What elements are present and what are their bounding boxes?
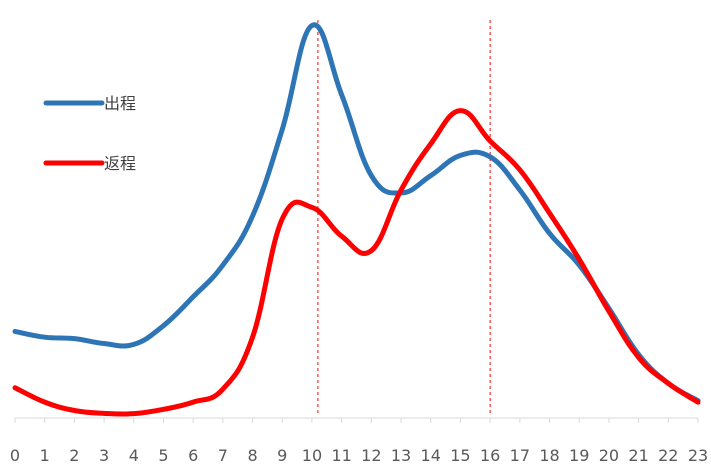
x-tick-label: 0 — [10, 446, 20, 465]
x-tick-label: 20 — [599, 446, 619, 465]
x-tick-label: 7 — [218, 446, 228, 465]
series-line-1 — [12, 108, 701, 417]
x-tick-label: 10 — [302, 446, 322, 465]
reference-lines — [317, 20, 491, 416]
series-line-0 — [12, 22, 701, 404]
legend-label: 返程 — [104, 154, 136, 173]
x-tick-label: 13 — [391, 446, 411, 465]
x-tick-label: 12 — [361, 446, 381, 465]
x-tick-label: 23 — [688, 446, 708, 465]
x-tick-label: 16 — [480, 446, 500, 465]
x-tick-label: 4 — [129, 446, 139, 465]
x-tick-label: 1 — [40, 446, 50, 465]
x-tick-label: 2 — [69, 446, 79, 465]
x-tick-label: 3 — [99, 446, 109, 465]
x-tick-label: 14 — [421, 446, 441, 465]
x-tick-label: 9 — [277, 446, 287, 465]
x-tick-label: 6 — [188, 446, 198, 465]
x-tick-label: 15 — [450, 446, 470, 465]
x-tick-label: 19 — [569, 446, 589, 465]
x-tick-label: 18 — [539, 446, 559, 465]
x-tick-label: 22 — [658, 446, 678, 465]
x-tick-label: 21 — [628, 446, 648, 465]
x-tick-label: 17 — [510, 446, 530, 465]
x-ticks: 0 1 2 3 4 5 6 7 8 9 10 11 12 13 14 15 16 17 18 19 20 21 22 23 — [10, 418, 708, 465]
series-layer — [12, 22, 701, 417]
x-tick-label: 5 — [158, 446, 168, 465]
x-tick-label: 11 — [331, 446, 351, 465]
x-tick-label: 8 — [247, 446, 257, 465]
legend-label: 出程 — [104, 94, 136, 113]
